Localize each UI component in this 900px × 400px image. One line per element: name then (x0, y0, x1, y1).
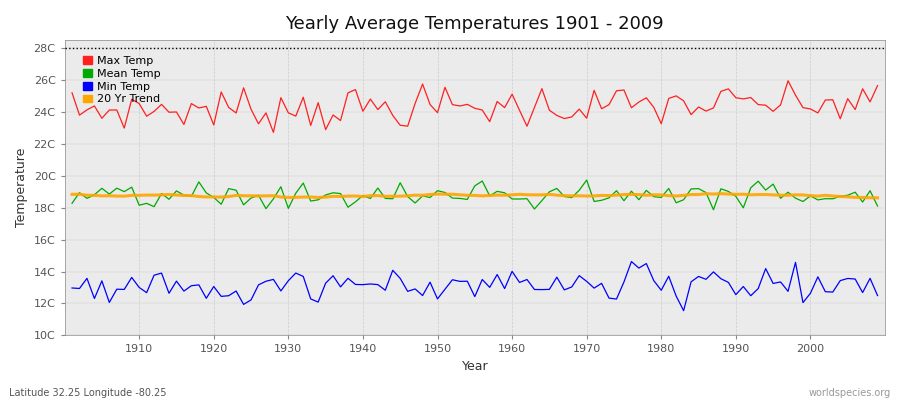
Y-axis label: Temperature: Temperature (15, 148, 28, 228)
X-axis label: Year: Year (462, 360, 488, 373)
Text: Latitude 32.25 Longitude -80.25: Latitude 32.25 Longitude -80.25 (9, 388, 166, 398)
Text: worldspecies.org: worldspecies.org (809, 388, 891, 398)
Title: Yearly Average Temperatures 1901 - 2009: Yearly Average Temperatures 1901 - 2009 (285, 15, 664, 33)
Legend: Max Temp, Mean Temp, Min Temp, 20 Yr Trend: Max Temp, Mean Temp, Min Temp, 20 Yr Tre… (78, 52, 166, 109)
